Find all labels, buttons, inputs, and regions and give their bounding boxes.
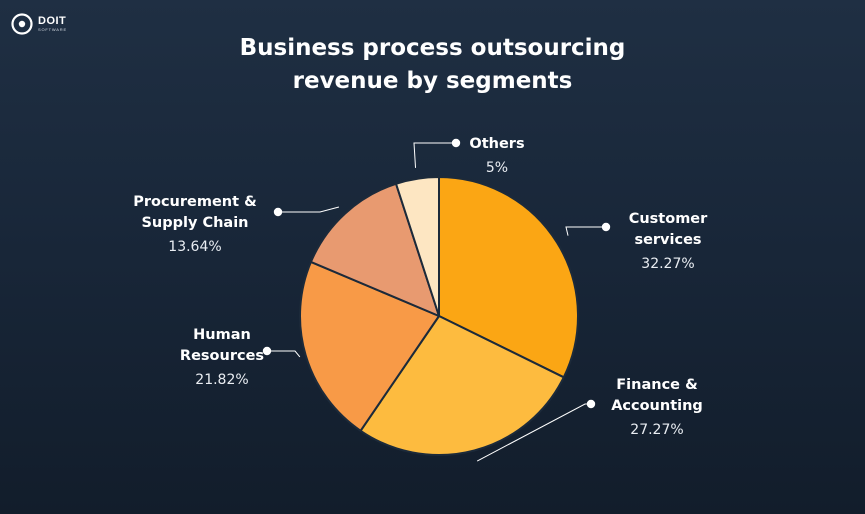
slice-value-customer-services: 32.27% xyxy=(641,256,694,272)
leader-line xyxy=(278,206,340,213)
brand-subtitle: SOFTWARE xyxy=(38,27,67,32)
leader-dot xyxy=(451,138,461,148)
pie-slices xyxy=(299,176,579,456)
slice-name-finance-accounting: Finance & xyxy=(616,377,698,393)
slice-name-customer-services: services xyxy=(634,232,701,248)
leader-line xyxy=(565,226,606,236)
slice-name-procurement-supply-chain: Procurement & xyxy=(133,194,257,210)
slice-name-others: Others xyxy=(469,136,524,152)
slice-value-others: 5% xyxy=(486,160,508,176)
slice-value-procurement-supply-chain: 13.64% xyxy=(168,239,221,255)
brand-logo: DOIT SOFTWARE xyxy=(11,13,67,35)
chart-title-line-1: Business process outsourcing xyxy=(239,35,626,61)
slice-label-others: Others 5% xyxy=(413,136,525,176)
slice-label-human-resources: Human Resources 21.82% xyxy=(180,327,301,388)
slice-name-human-resources: Human xyxy=(193,327,251,343)
pie-slice-procurement-supply-chain xyxy=(309,182,440,317)
pie-slice-human-resources xyxy=(299,260,440,432)
slice-name-human-resources: Resources xyxy=(180,348,264,364)
pie-slice-finance-accounting xyxy=(359,315,565,456)
leader-dot xyxy=(262,346,272,356)
leader-dot xyxy=(273,207,283,217)
slice-name-customer-services: Customer xyxy=(629,211,708,227)
brand-name: DOIT xyxy=(38,15,67,27)
chart-title: Business process outsourcing revenue by … xyxy=(0,32,865,98)
slice-label-customer-services: Customer services 32.27% xyxy=(565,211,708,272)
leader-dot xyxy=(586,399,596,409)
logo-circle-icon xyxy=(11,13,33,35)
slice-name-finance-accounting: Accounting xyxy=(611,398,703,414)
leader-line xyxy=(413,142,456,168)
slice-name-procurement-supply-chain: Supply Chain xyxy=(141,215,248,231)
pie-slice-customer-services xyxy=(438,176,579,379)
leader-line xyxy=(267,350,301,358)
pie-slice-others xyxy=(395,176,440,317)
slice-label-finance-accounting: Finance & Accounting 27.27% xyxy=(476,377,703,462)
slice-label-procurement-supply-chain: Procurement & Supply Chain 13.64% xyxy=(133,194,340,255)
slice-value-finance-accounting: 27.27% xyxy=(630,422,683,438)
slice-value-human-resources: 21.82% xyxy=(195,372,248,388)
leader-dot xyxy=(601,222,611,232)
chart-title-line-2: revenue by segments xyxy=(292,68,573,94)
